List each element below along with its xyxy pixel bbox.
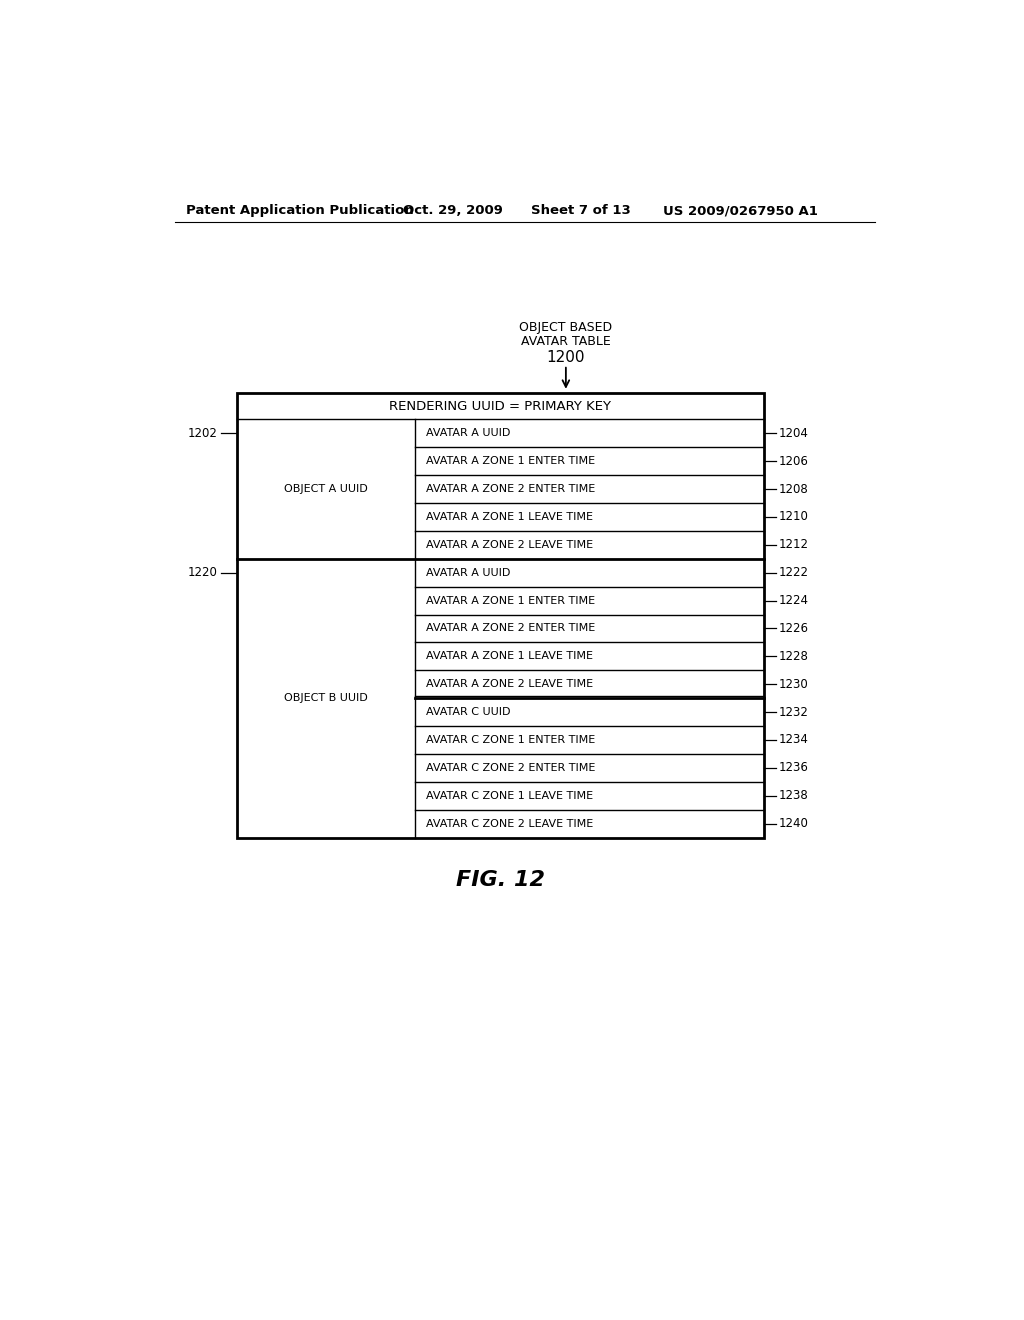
- Text: 1220: 1220: [188, 566, 218, 579]
- Text: 1204: 1204: [779, 426, 809, 440]
- Text: AVATAR C ZONE 1 ENTER TIME: AVATAR C ZONE 1 ENTER TIME: [426, 735, 595, 744]
- Text: 1230: 1230: [779, 677, 809, 690]
- Text: 1226: 1226: [779, 622, 809, 635]
- Text: 1238: 1238: [779, 789, 809, 803]
- Text: 1212: 1212: [779, 539, 809, 552]
- Text: Oct. 29, 2009: Oct. 29, 2009: [403, 205, 503, 218]
- Bar: [237, 393, 764, 837]
- Text: AVATAR A UUID: AVATAR A UUID: [426, 429, 510, 438]
- Text: 1210: 1210: [779, 511, 809, 524]
- Text: Sheet 7 of 13: Sheet 7 of 13: [531, 205, 631, 218]
- Text: 1240: 1240: [779, 817, 809, 830]
- Text: Patent Application Publication: Patent Application Publication: [186, 205, 414, 218]
- Text: AVATAR A ZONE 2 ENTER TIME: AVATAR A ZONE 2 ENTER TIME: [426, 623, 595, 634]
- Text: OBJECT A UUID: OBJECT A UUID: [284, 484, 368, 494]
- Text: AVATAR A ZONE 2 LEAVE TIME: AVATAR A ZONE 2 LEAVE TIME: [426, 680, 593, 689]
- Text: RENDERING UUID = PRIMARY KEY: RENDERING UUID = PRIMARY KEY: [389, 400, 611, 413]
- Text: 1200: 1200: [547, 350, 585, 364]
- Text: AVATAR C ZONE 2 ENTER TIME: AVATAR C ZONE 2 ENTER TIME: [426, 763, 595, 772]
- Text: OBJECT BASED: OBJECT BASED: [519, 321, 612, 334]
- Text: AVATAR A ZONE 1 ENTER TIME: AVATAR A ZONE 1 ENTER TIME: [426, 595, 595, 606]
- Text: AVATAR A ZONE 1 LEAVE TIME: AVATAR A ZONE 1 LEAVE TIME: [426, 512, 593, 521]
- Text: AVATAR C ZONE 2 LEAVE TIME: AVATAR C ZONE 2 LEAVE TIME: [426, 818, 593, 829]
- Text: AVATAR TABLE: AVATAR TABLE: [521, 335, 610, 348]
- Text: 1224: 1224: [779, 594, 809, 607]
- Text: 1236: 1236: [779, 762, 809, 775]
- Text: AVATAR A UUID: AVATAR A UUID: [426, 568, 510, 578]
- Text: 1234: 1234: [779, 734, 809, 747]
- Text: 1222: 1222: [779, 566, 809, 579]
- Text: US 2009/0267950 A1: US 2009/0267950 A1: [663, 205, 817, 218]
- Text: AVATAR A ZONE 2 LEAVE TIME: AVATAR A ZONE 2 LEAVE TIME: [426, 540, 593, 550]
- Text: 1232: 1232: [779, 706, 809, 718]
- Text: AVATAR A ZONE 1 ENTER TIME: AVATAR A ZONE 1 ENTER TIME: [426, 457, 595, 466]
- Text: AVATAR A ZONE 1 LEAVE TIME: AVATAR A ZONE 1 LEAVE TIME: [426, 651, 593, 661]
- Text: FIG. 12: FIG. 12: [456, 870, 545, 890]
- Text: 1208: 1208: [779, 483, 809, 495]
- Text: 1202: 1202: [188, 426, 218, 440]
- Text: 1206: 1206: [779, 455, 809, 467]
- Text: AVATAR C ZONE 1 LEAVE TIME: AVATAR C ZONE 1 LEAVE TIME: [426, 791, 593, 801]
- Text: OBJECT B UUID: OBJECT B UUID: [284, 693, 368, 704]
- Text: AVATAR A ZONE 2 ENTER TIME: AVATAR A ZONE 2 ENTER TIME: [426, 484, 595, 494]
- Text: AVATAR C UUID: AVATAR C UUID: [426, 708, 510, 717]
- Text: 1228: 1228: [779, 649, 809, 663]
